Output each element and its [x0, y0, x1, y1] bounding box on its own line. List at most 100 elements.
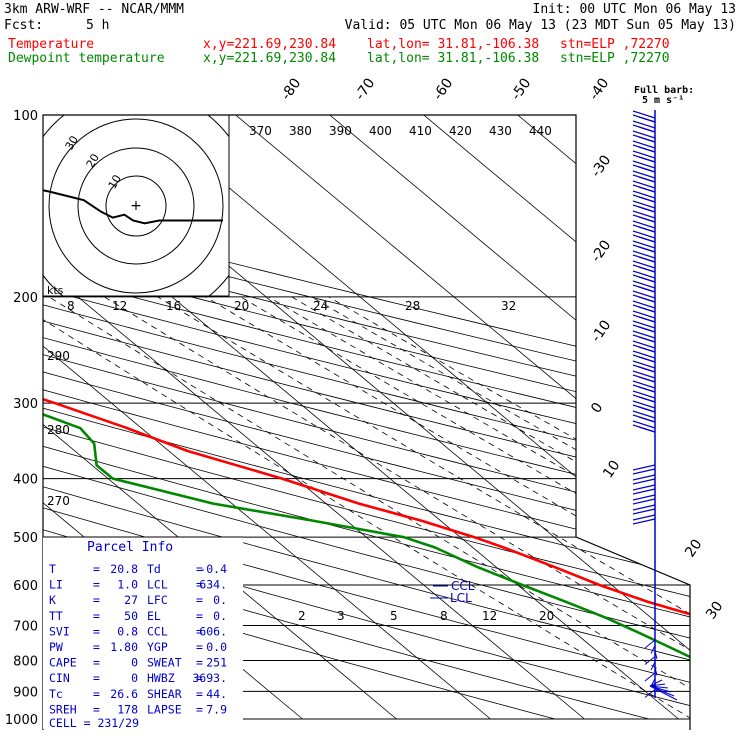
parcel-value: 0: [131, 671, 138, 685]
wind-barb: [632, 240, 656, 249]
wind-barb: [632, 478, 656, 485]
lcl-label: LCL: [450, 591, 472, 605]
theta-label: 280: [47, 423, 70, 437]
wind-barb: [632, 474, 656, 481]
parcel-cell: CELL = 231/29: [49, 716, 139, 730]
dry-adiabat-line: [43, 115, 690, 720]
parcel-equals: =: [93, 687, 100, 701]
parcel-value: -0.4: [199, 562, 227, 576]
wind-barb: [638, 386, 656, 393]
init-time: Init: 00 UTC Mon 06 May 13: [532, 2, 737, 17]
parcel-equals: =: [93, 593, 100, 607]
wind-barb: [632, 400, 656, 409]
dry-adiabat-line: [43, 115, 690, 720]
parcel-value: 50: [124, 609, 138, 623]
wind-barb: [638, 226, 656, 233]
wind-barb: [632, 514, 656, 521]
wind-barb: [638, 246, 656, 253]
theta-label: 400: [369, 124, 392, 138]
wind-barb: [638, 236, 656, 243]
isotherm-line: [43, 115, 491, 720]
wind-barb: [632, 190, 656, 199]
parcel-key: LAPSE: [147, 702, 182, 716]
wind-barb: [650, 661, 656, 671]
isotherm-label: -40: [586, 75, 612, 103]
hodograph-ring: [105, 175, 167, 237]
isotherm-label: -50: [508, 75, 534, 103]
parcel-equals: =: [196, 687, 203, 701]
mixing-ratio-line: [103, 296, 690, 720]
wind-barb: [632, 180, 656, 189]
pressure-tick-label: 100: [13, 109, 38, 124]
dry-adiabat-line: [43, 115, 690, 720]
wind-barb: [638, 286, 656, 293]
wind-barb: [638, 296, 656, 303]
wind-barb: [632, 150, 656, 159]
mixing-ratio-label: 3: [337, 609, 345, 623]
wind-barb: [638, 366, 656, 373]
parcel-info-title: Parcel Info: [87, 540, 173, 555]
parcel-key: Td: [147, 562, 161, 576]
pressure-tick-label: 1000: [5, 713, 38, 728]
parcel-equals: =: [196, 624, 203, 638]
wind-barb: [638, 166, 656, 173]
wind-barb: [654, 667, 658, 676]
parcel-value: 27: [124, 593, 138, 607]
wind-barb: [638, 336, 656, 343]
parcel-equals: =: [196, 562, 203, 576]
forecast-hour: 5 h: [86, 18, 110, 33]
wind-barb: [632, 230, 656, 239]
mixing-ratio-label: 5: [390, 609, 398, 623]
wind-barb: [638, 156, 656, 163]
wind-barb: [632, 340, 656, 349]
wind-barb: [638, 306, 656, 313]
isotherm-label: -20: [588, 237, 614, 265]
parcel-equals: =: [196, 640, 203, 654]
parcel-value: 3693.: [192, 671, 227, 685]
wind-barb: [632, 290, 656, 299]
wind-barb: [632, 360, 656, 369]
dewpoint-profile: [43, 115, 690, 684]
theta-label: 430: [489, 124, 512, 138]
parcel-equals: =: [93, 656, 100, 670]
wind-barb: [632, 390, 656, 399]
parcel-value: 7.9: [206, 702, 227, 716]
pressure-tick-label: 500: [13, 531, 38, 546]
dry-adiabat-line: [43, 115, 690, 720]
wind-barb: [638, 426, 656, 433]
dry-adiabat-line: [43, 115, 690, 720]
parcel-equals: =: [93, 702, 100, 716]
diagram-outline: [43, 114, 691, 730]
wind-barb: [632, 300, 656, 309]
dry-adiabat-line: [43, 115, 690, 720]
isotherm-label: 10: [600, 458, 623, 482]
parcel-equals: =: [93, 671, 100, 685]
wind-barb: [632, 518, 656, 525]
wind-barb: [632, 170, 656, 179]
legend-temperature-name: Temperature: [8, 37, 95, 52]
parcel-value: 178: [117, 702, 138, 716]
isotherm-line: [423, 115, 690, 720]
wind-barb: [632, 280, 656, 289]
wind-barb-column: [632, 110, 678, 701]
wind-barb: [644, 672, 656, 682]
pressure-tick-label: 600: [13, 579, 38, 594]
wind-barb: [632, 320, 656, 329]
parcel-value: 606.: [199, 624, 227, 638]
wind-barb: [638, 186, 656, 193]
wind-barb: [632, 464, 656, 471]
hodograph-line: [43, 189, 223, 225]
wind-barb: [632, 140, 656, 149]
wind-barb: [638, 216, 656, 223]
isotherm-line: [43, 115, 585, 720]
dry-adiabat-line: [43, 115, 690, 720]
isotherm-label: -80: [278, 75, 304, 103]
theta-label: 370: [249, 124, 272, 138]
wind-barb: [638, 146, 656, 153]
wind-barb: [632, 330, 656, 339]
wind-barb: [632, 260, 656, 269]
parcel-value: 0.: [213, 593, 227, 607]
wind-barb: [632, 504, 656, 511]
ccl-label: CCL: [451, 579, 475, 593]
